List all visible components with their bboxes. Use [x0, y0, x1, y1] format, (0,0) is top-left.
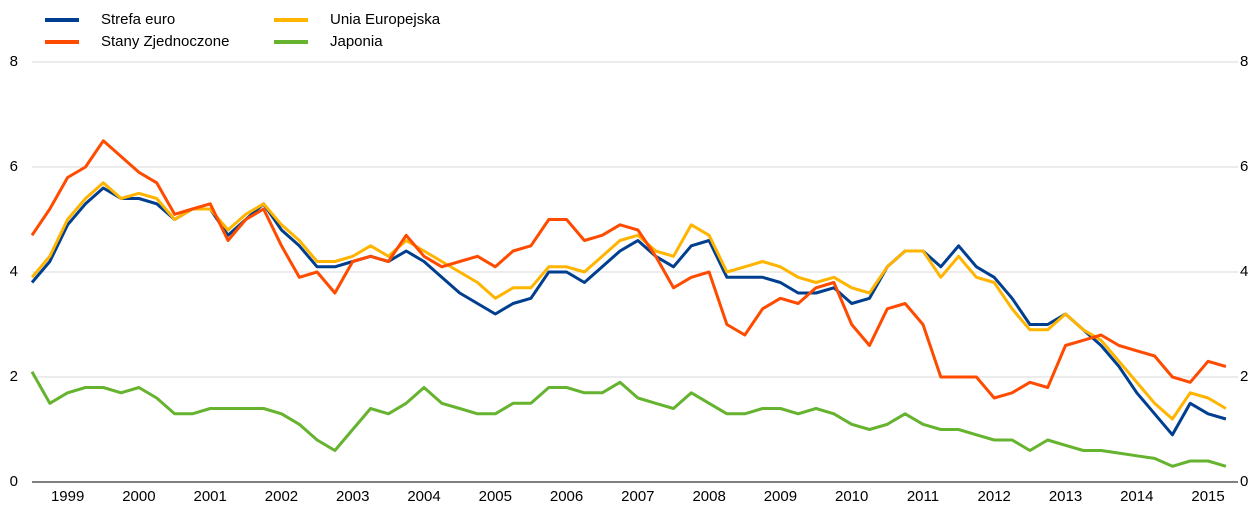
- series-line: [30, 139, 1227, 400]
- x-tick-label: 2007: [621, 488, 654, 505]
- x-tick-label: 2003: [336, 488, 369, 505]
- y-tick-label: 4: [10, 263, 18, 280]
- x-tick-label: 2002: [265, 488, 298, 505]
- x-tick-label: 2015: [1191, 488, 1224, 505]
- x-tick-label: 2005: [479, 488, 512, 505]
- y2-tick-label: 6: [1240, 158, 1248, 175]
- legend-label: Japonia: [330, 33, 383, 50]
- x-tick-label: 2014: [1120, 488, 1153, 505]
- x-tick-label: 2010: [835, 488, 868, 505]
- y-tick-label: 8: [10, 53, 18, 70]
- x-tick-label: 2012: [978, 488, 1011, 505]
- series-line: [30, 371, 1227, 468]
- x-tick-label: 2013: [1049, 488, 1082, 505]
- y2-tick-label: 0: [1240, 473, 1248, 490]
- series-line: [30, 181, 1227, 421]
- y-tick-label: 0: [10, 473, 18, 490]
- legend-label: Unia Europejska: [330, 11, 441, 28]
- x-tick-label: 2011: [907, 488, 939, 505]
- y2-tick-label: 8: [1240, 53, 1248, 70]
- x-tick-label: 2001: [194, 488, 227, 505]
- x-tick-label: 2008: [692, 488, 725, 505]
- x-tick-label: 2004: [407, 488, 440, 505]
- x-tick-label: 2009: [764, 488, 797, 505]
- y2-tick-label: 2: [1240, 368, 1248, 385]
- series-line: [30, 186, 1227, 437]
- x-tick-label: 2006: [550, 488, 583, 505]
- x-tick-label: 1999: [51, 488, 84, 505]
- y-tick-label: 2: [10, 368, 18, 385]
- x-tick-label: 2000: [122, 488, 155, 505]
- legend-label: Strefa euro: [101, 11, 175, 28]
- y2-tick-label: 4: [1240, 263, 1248, 280]
- legend-label: Stany Zjednoczone: [101, 33, 229, 50]
- y-tick-label: 6: [10, 158, 18, 175]
